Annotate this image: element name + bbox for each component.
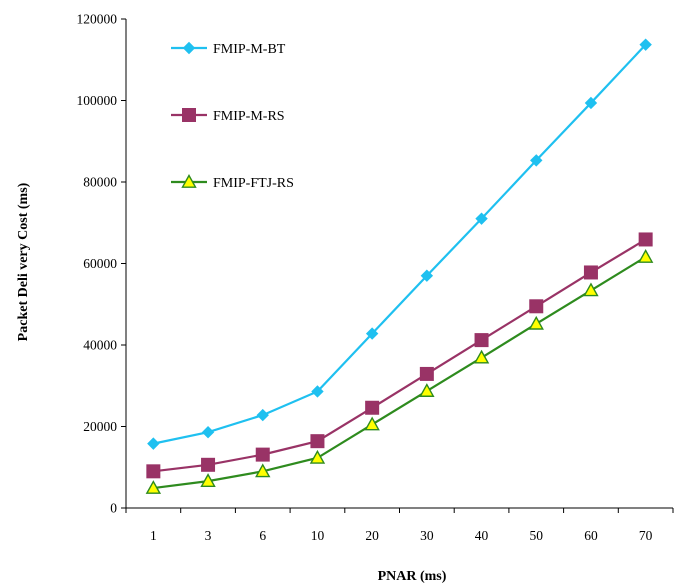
- data-point-fmip-m-bt: [365, 327, 379, 340]
- x-axis-title: PNAR (ms): [378, 569, 447, 584]
- y-tick-label: 120000: [77, 12, 118, 27]
- data-point-fmip-m-rs: [201, 457, 216, 472]
- data-point-fmip-m-bt: [639, 38, 652, 51]
- x-tick-label: 70: [639, 528, 653, 543]
- legend: FMIP-M-BT FMIP-M-RS FMIP-FTJ-RS: [171, 41, 294, 191]
- data-point-fmip-ftj-rs: [419, 383, 435, 397]
- legend-marker: [181, 174, 197, 188]
- x-axis-ticks: 1 3 6 10 20 30 40 50 60 70: [125, 508, 674, 543]
- y-axis-title: Packet Deli very Cost (ms): [16, 182, 31, 341]
- data-point-fmip-m-rs: [583, 265, 598, 280]
- x-tick-label: 3: [205, 528, 212, 543]
- legend-label: FMIP-M-RS: [213, 109, 285, 124]
- data-point-fmip-ftj-rs: [364, 416, 380, 431]
- legend-marker: [182, 41, 196, 55]
- data-point-fmip-m-rs: [529, 299, 544, 314]
- data-point-fmip-ftj-rs: [637, 249, 654, 263]
- data-point-fmip-ftj-rs: [255, 463, 271, 478]
- y-tick-label: 100000: [77, 93, 118, 108]
- y-tick-label: 0: [110, 501, 117, 516]
- series-lines: [153, 43, 647, 490]
- data-point-fmip-m-rs: [310, 434, 325, 449]
- x-tick-label: 1: [150, 528, 157, 543]
- x-tick-label: 10: [311, 528, 325, 543]
- x-tick-label: 40: [475, 528, 489, 543]
- data-point-fmip-ftj-rs: [528, 315, 544, 330]
- data-point-fmip-ftj-rs: [309, 449, 326, 464]
- data-point-fmip-ftj-rs: [200, 473, 216, 488]
- series-markers: [145, 38, 654, 494]
- data-point-fmip-m-bt: [530, 154, 543, 167]
- x-tick-label: 20: [365, 528, 379, 543]
- x-tick-label: 60: [584, 528, 598, 543]
- x-tick-label: 30: [420, 528, 434, 543]
- data-point-fmip-ftj-rs: [145, 480, 162, 494]
- y-tick-label: 80000: [83, 175, 117, 190]
- series-line-fmip-ftj-rs: [153, 256, 647, 490]
- data-point-fmip-ftj-rs: [473, 349, 490, 364]
- legend-label: FMIP-FTJ-RS: [213, 176, 294, 191]
- y-tick-label: 40000: [83, 338, 117, 353]
- series-line-fmip-m-bt: [153, 43, 647, 445]
- data-point-fmip-m-bt: [584, 96, 598, 110]
- data-point-fmip-m-bt: [147, 437, 160, 450]
- data-point-fmip-m-rs: [474, 333, 489, 348]
- y-axis-ticks: 0 20000 40000 60000 80000 100000 120000: [77, 12, 126, 516]
- legend-label: FMIP-M-BT: [213, 42, 286, 57]
- x-tick-label: 50: [530, 528, 544, 543]
- data-point-fmip-m-rs: [638, 232, 653, 247]
- data-point-fmip-m-bt: [256, 408, 269, 422]
- y-tick-label: 60000: [83, 256, 117, 271]
- data-point-fmip-m-rs: [365, 400, 380, 415]
- data-point-fmip-m-bt: [201, 425, 215, 439]
- data-point-fmip-m-bt: [311, 385, 324, 398]
- legend-marker: [182, 108, 196, 122]
- series-line-fmip-m-rs: [153, 238, 647, 473]
- data-point-fmip-m-bt: [475, 212, 488, 225]
- data-point-fmip-m-bt: [420, 269, 434, 282]
- data-point-fmip-m-rs: [255, 447, 270, 462]
- x-tick-label: 6: [259, 528, 266, 543]
- y-tick-label: 20000: [83, 419, 117, 434]
- data-point-fmip-m-rs: [419, 366, 434, 381]
- data-point-fmip-m-rs: [146, 464, 161, 479]
- data-point-fmip-ftj-rs: [583, 282, 599, 297]
